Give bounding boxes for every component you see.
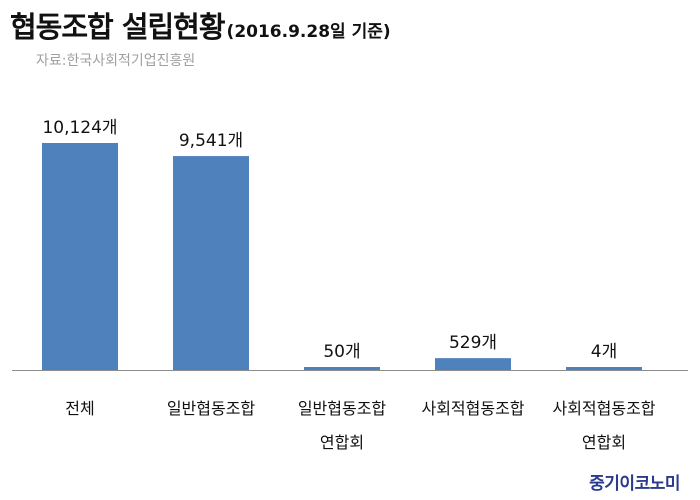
x-tick-label-0: 전체	[65, 399, 94, 418]
bar-0	[42, 143, 118, 370]
data-label-1: 9,541개	[179, 131, 243, 151]
chart-title-block: 협동조합 설립현황 (2016.9.28일 기준)	[10, 4, 391, 46]
x-tick-label-4-line-0: 사회적협동조합	[552, 399, 655, 418]
data-label-0: 10,124개	[42, 118, 117, 138]
chart-subtitle: (2016.9.28일 기준)	[226, 22, 391, 42]
x-tick-label-2-line-0: 일반협동조합	[298, 399, 387, 418]
brand-logo: 중기이코노미	[589, 474, 680, 494]
data-label-4: 4개	[591, 342, 617, 362]
x-tick-label-3: 사회적협동조합	[421, 399, 524, 418]
bar-1	[173, 156, 249, 370]
bar-2	[304, 367, 380, 370]
chart-title: 협동조합 설립현황	[10, 10, 226, 44]
chart-source: 자료:한국사회적기업진흥원	[36, 53, 196, 69]
x-tick-label-2-line-1: 연합회	[320, 433, 364, 452]
x-tick-label-1: 일반협동조합	[167, 399, 256, 418]
bar-4	[566, 367, 642, 370]
bar-3	[435, 358, 511, 370]
data-label-3: 529개	[449, 333, 497, 353]
data-label-2: 50개	[323, 342, 360, 362]
x-tick-label-4-line-1: 연합회	[582, 433, 626, 452]
